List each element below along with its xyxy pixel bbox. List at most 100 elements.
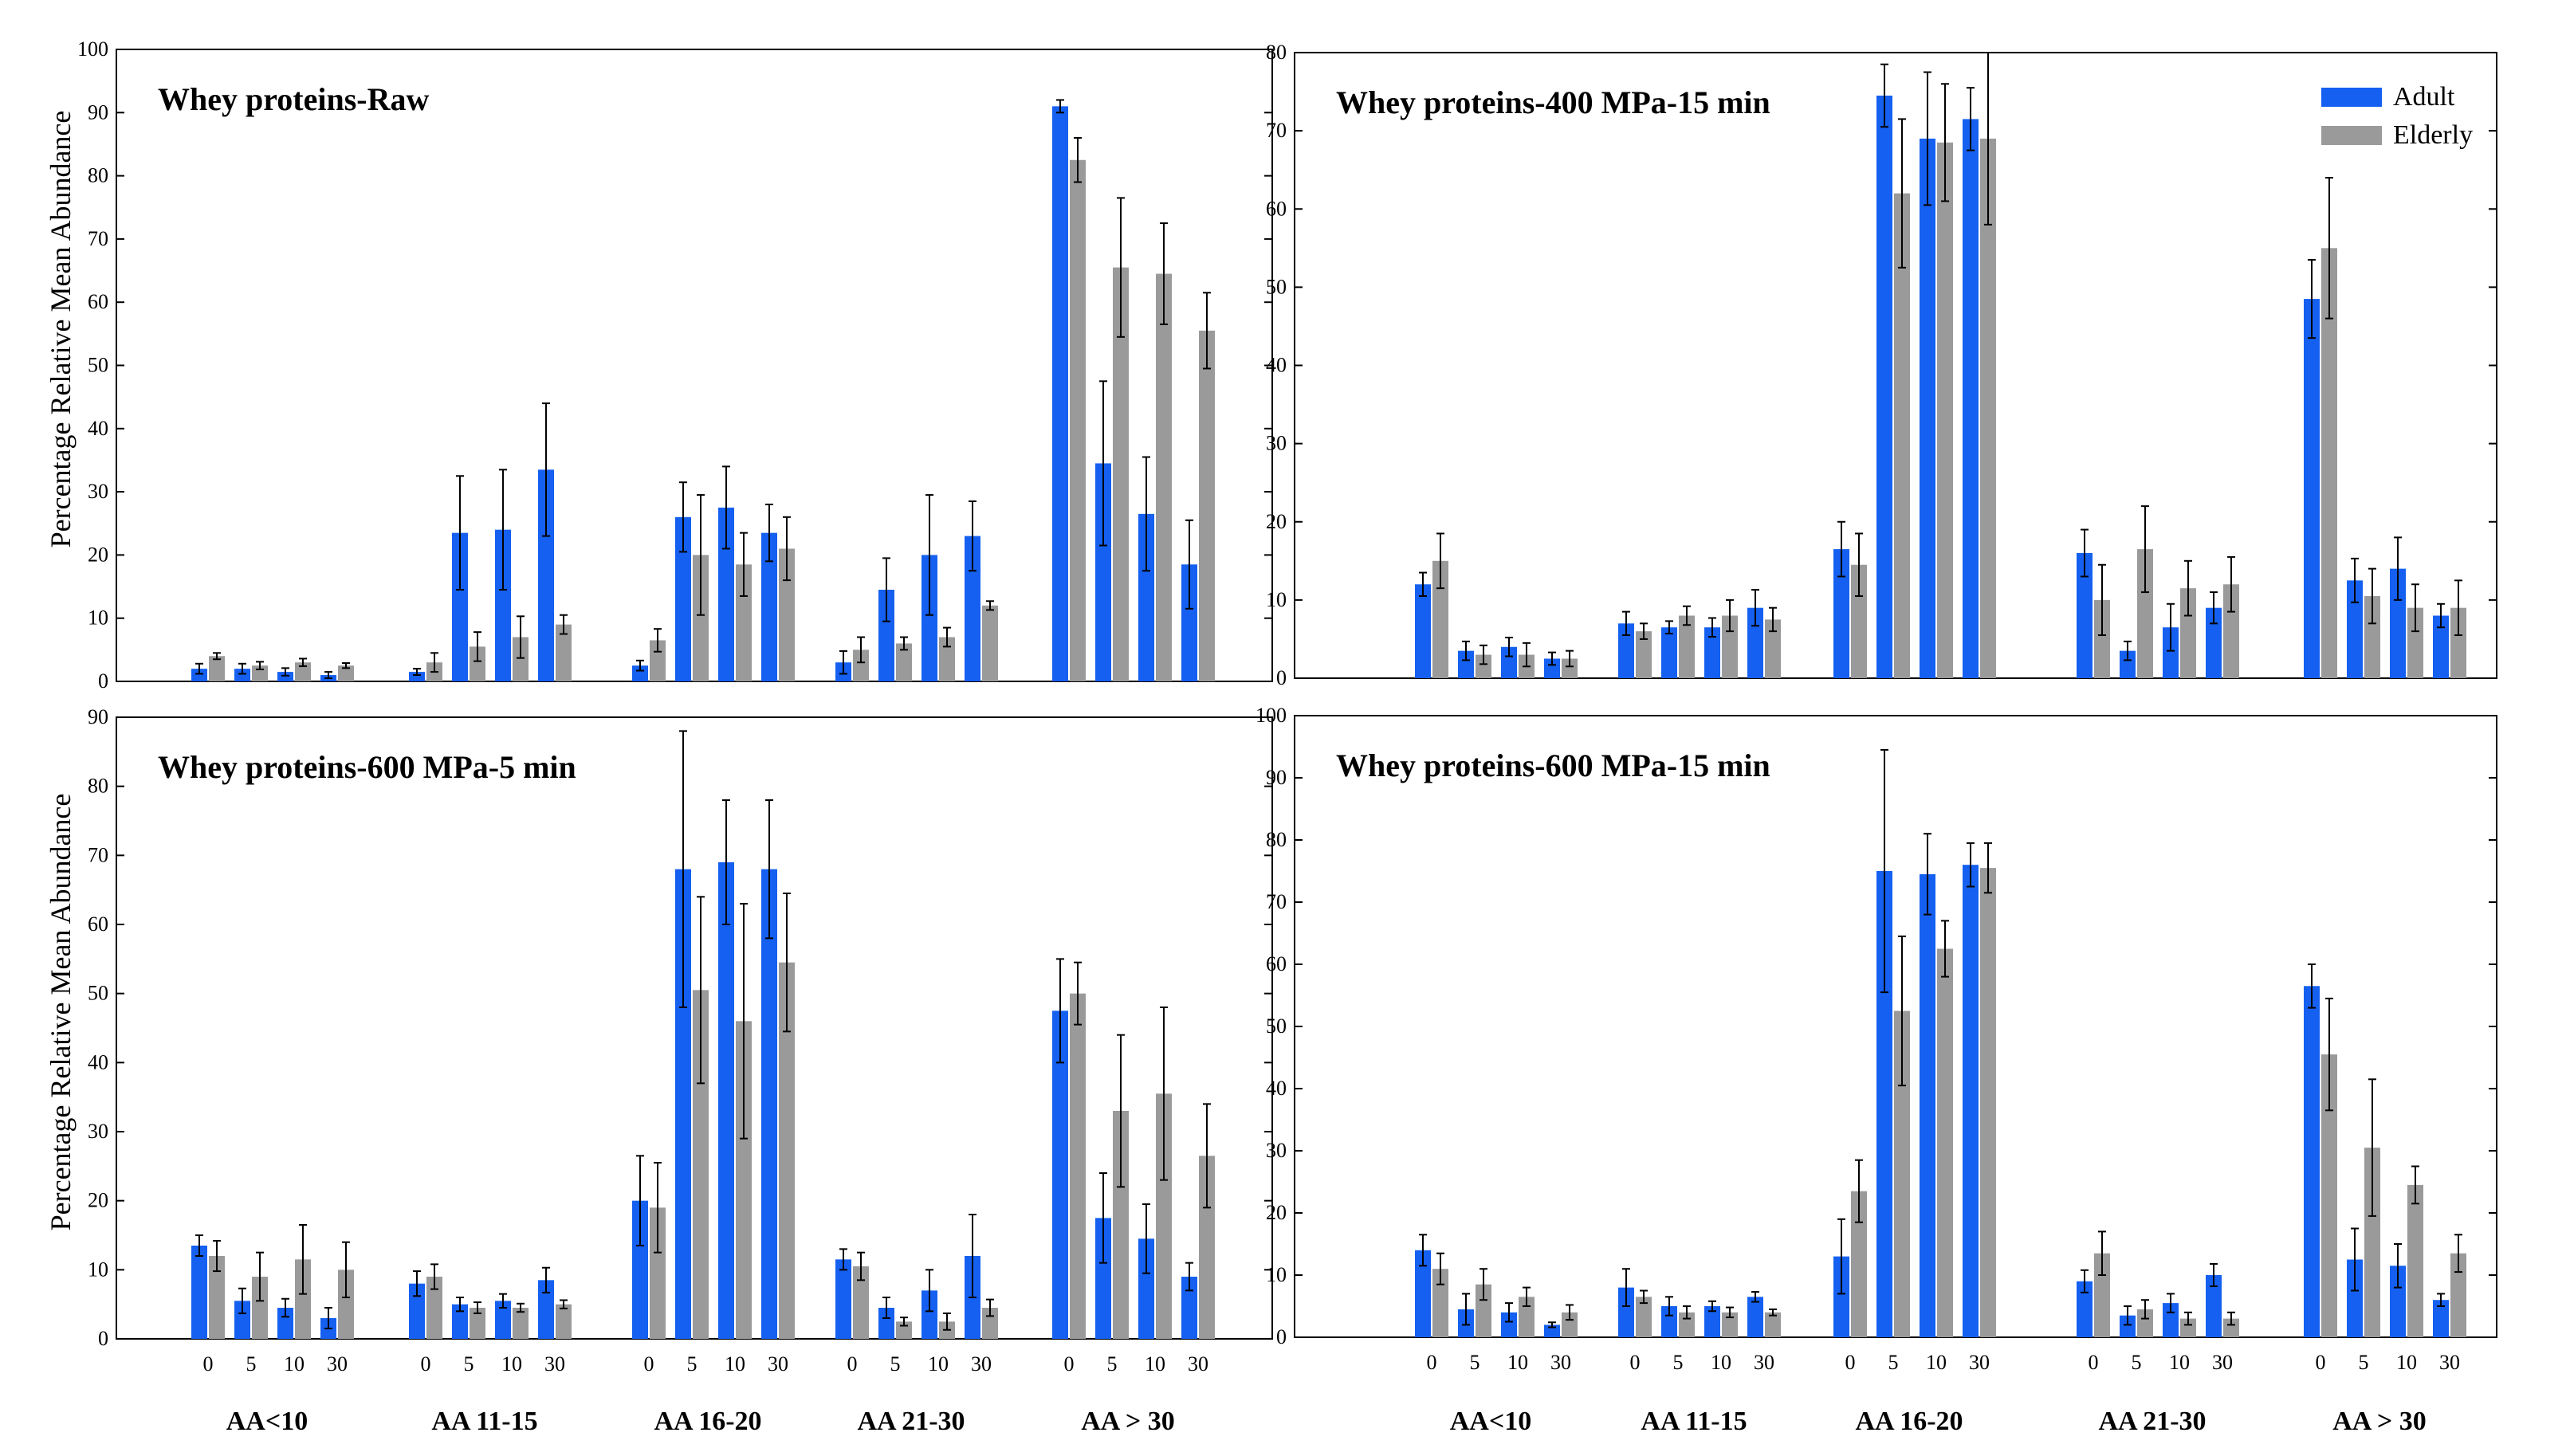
bar-adult-aa-11-15-10 [1704,1306,1720,1337]
y-tick-label: 70 [88,843,108,866]
bar-adult-aa-16-20-0 [632,665,648,681]
x-tick-label: 5 [1107,1352,1118,1376]
bar-adult-aa-11-15-0 [409,1283,425,1339]
bar-elderly-aa-21-30-5 [2137,1309,2153,1337]
bar-adult-aa-11-15-10 [495,529,511,681]
bar-elderly-aa-16-20-5 [1894,193,1910,678]
y-tick-label: 100 [1256,704,1287,727]
bar-elderly-aa-21-30-5 [896,643,912,681]
x-tick-label: 10 [501,1352,522,1376]
y-tick-label: 80 [88,775,108,798]
y-tick-label: 0 [98,1327,108,1350]
bar-adult-aa-30-5 [1095,463,1111,681]
group-label-right-aa-16-20: AA 16-20 [1855,1407,1963,1436]
y-axis-label-top: Percentage Relative Mean Abundance [45,111,77,548]
bar-elderly-aa-30-0 [2321,1054,2337,1337]
bar-elderly-aa-21-30-0 [853,1266,869,1339]
y-tick-label: 80 [88,164,108,187]
y-tick-label: 50 [1266,1014,1287,1038]
bar-elderly-aa-21-30-5 [2137,549,2153,678]
bar-elderly-aa-10-30 [1562,1312,1578,1337]
y-tick-label: 10 [1266,588,1287,611]
y-tick-label: 50 [88,982,108,1005]
bar-adult-aa-11-15-5 [452,532,468,681]
bar-adult-aa-16-20-0 [1833,549,1849,678]
bar-elderly-aa-10-10 [295,1259,311,1339]
x-tick-label: 30 [971,1352,992,1376]
bar-elderly-aa-11-15-10 [1722,1312,1738,1337]
bar-elderly-aa-30-10 [1156,273,1172,681]
bar-elderly-aa-11-15-5 [470,646,485,681]
bar-adult-aa-11-15-30 [538,469,554,681]
bar-adult-aa-21-30-10 [2163,627,2179,678]
group-label-right-aa-10: AA<10 [1450,1407,1531,1436]
bar-elderly-aa-30-30 [1199,1156,1215,1339]
x-tick-label: 30 [2439,1351,2460,1374]
group-label-right-aa-21-30: AA 21-30 [2098,1407,2206,1436]
group-labels: AA<10 AA 11-15 AA 16-20 AA 21-30 AA > 30 AA<1… [226,1407,2427,1436]
bar-elderly-aa-30-30 [2450,607,2466,678]
bar-elderly-aa-11-15-30 [1765,619,1781,678]
x-tick-label: 10 [1507,1351,1528,1374]
bar-elderly-aa-11-15-10 [513,1308,529,1339]
x-tick-label: 30 [544,1352,565,1376]
panel-title: Whey proteins-600 MPa-5 min [158,749,576,785]
bar-elderly-aa-16-20-0 [650,1207,666,1339]
bar-elderly-aa-10-5 [1476,1284,1491,1337]
y-axis-label-bottom: Percentage Relative Mean Abundance [45,794,77,1231]
bar-adult-aa-10-10 [277,1308,293,1339]
bar-elderly-aa-30-30 [2450,1253,2466,1337]
bar-elderly-aa-30-0 [1070,159,1086,681]
bar-adult-aa-21-30-30 [2206,607,2222,678]
group-label-right-aa-11-15: AA 11-15 [1641,1407,1747,1436]
bar-adult-aa-30-0 [2304,299,2320,678]
bar-elderly-aa-11-15-0 [426,1277,442,1339]
x-tick-label: 10 [2169,1351,2190,1374]
bar-adult-aa-16-20-0 [1833,1256,1849,1337]
y-tick-label: 10 [1266,1263,1287,1286]
x-tick-label: 10 [1926,1351,1947,1374]
bar-adult-aa-10-10 [1501,646,1517,678]
bar-adult-aa-30-0 [1052,1011,1068,1339]
legend-swatch-adult [2321,88,2382,107]
y-tick-label: 70 [1266,890,1287,913]
bar-adult-aa-21-30-30 [2206,1275,2222,1337]
x-tick-label: 30 [1754,1351,1774,1374]
y-tick-label: 70 [1266,119,1287,142]
bar-elderly-aa-10-30 [338,665,354,681]
y-tick-label: 50 [88,354,108,377]
bar-adult-aa-16-20-10 [718,862,734,1339]
panel-whey-raw: 0 10 20 30 40 50 60 70 80 90 100 Whey proteins-Raw [77,37,1273,693]
x-tick-label: 5 [464,1352,474,1376]
group-label-left-aa-16-20: AA 16-20 [654,1407,761,1436]
bar-adult-aa-30-0 [2304,986,2320,1337]
bar-adult-aa-30-30 [1181,564,1197,681]
x-tick-label: 0 [1064,1352,1075,1376]
legend-swatch-elderly [2321,126,2382,145]
x-tick-label: 30 [768,1352,788,1376]
bar-adult-aa-21-30-0 [835,1259,851,1339]
y-tick-label: 0 [1276,666,1287,689]
bar-adult-aa-30-5 [1095,1218,1111,1339]
bar-adult-aa-21-30-5 [878,1308,894,1339]
bar-adult-aa-10-5 [234,669,250,681]
bar-elderly-aa-16-20-10 [736,564,752,681]
bar-elderly-aa-30-10 [2407,1184,2423,1337]
y-tick-label: 60 [1266,197,1287,220]
bar-adult-aa-30-0 [1052,106,1068,681]
x-tick-label: 5 [1470,1351,1480,1374]
bar-elderly-aa-16-20-5 [1894,1011,1910,1337]
bar-adult-aa-10-5 [1458,650,1474,678]
y-tick-label: 80 [1266,828,1287,851]
bar-adult-aa-11-15-30 [1747,1297,1763,1337]
x-tick-label: 30 [327,1352,348,1376]
bar-adult-aa-11-15-0 [409,672,425,681]
bar-adult-aa-10-10 [1501,1312,1517,1337]
y-tick-label: 30 [1266,432,1287,455]
bar-adult-aa-30-30 [1181,1277,1197,1339]
bar-adult-aa-16-20-5 [675,869,691,1339]
bar-adult-aa-11-15-5 [452,1304,468,1339]
bar-elderly-aa-30-10 [1156,1093,1172,1339]
bar-adult-aa-16-20-30 [761,532,777,681]
bar-elderly-aa-10-0 [209,1256,225,1339]
